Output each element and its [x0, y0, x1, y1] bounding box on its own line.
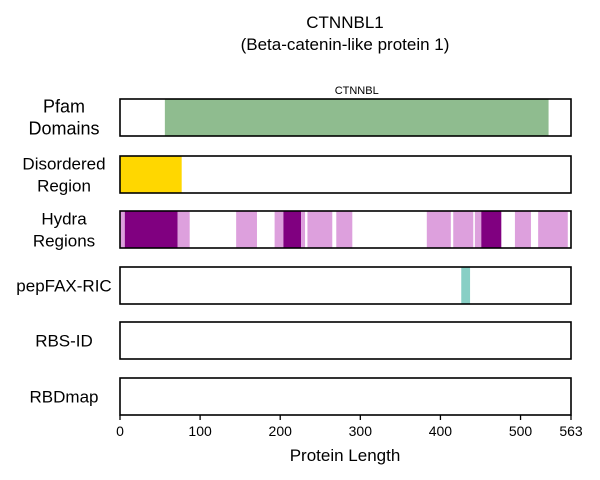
- track-label: Pfam: [43, 97, 85, 117]
- track-1: Disordered Region: [22, 155, 572, 196]
- segment: [164, 99, 549, 136]
- track-border: [119, 266, 572, 305]
- segment: [283, 211, 302, 248]
- x-tick-label: 100: [188, 423, 212, 439]
- track-background: [120, 322, 571, 359]
- domain-label: CTNNBL: [335, 85, 379, 97]
- chart-title: CTNNBL1: [306, 13, 383, 32]
- track-background: [120, 378, 571, 415]
- x-axis-label: Protein Length: [290, 446, 401, 465]
- track-label: Region: [37, 177, 91, 196]
- x-tick-label: 400: [429, 423, 453, 439]
- segment: [426, 211, 451, 248]
- x-tick-label: 200: [269, 423, 293, 439]
- track-5: RBDmap: [30, 377, 572, 416]
- segment: [301, 211, 306, 248]
- segment: [474, 211, 482, 248]
- track-label: RBDmap: [30, 388, 99, 407]
- track-background: [120, 156, 571, 193]
- track-label: Regions: [33, 232, 95, 251]
- track-label: Disordered: [22, 155, 105, 174]
- track-border: [119, 321, 572, 360]
- track-3: pepFAX-RIC: [16, 266, 572, 305]
- track-border: [119, 210, 572, 249]
- track-label: pepFAX-RIC: [16, 277, 111, 296]
- segment: [124, 211, 178, 248]
- track-4: RBS-ID: [35, 321, 572, 360]
- chart-subtitle: (Beta-catenin-like protein 1): [241, 35, 450, 54]
- track-background: [120, 267, 571, 304]
- track-label: Hydra: [41, 210, 87, 229]
- gridlines: [199, 99, 522, 415]
- x-tick-label: 0: [116, 423, 124, 439]
- segment: [538, 211, 568, 248]
- track-label: Domains: [28, 119, 99, 139]
- track-label: RBS-ID: [35, 332, 93, 351]
- segment: [336, 211, 353, 248]
- segment: [307, 211, 333, 248]
- x-tick-label: 500: [509, 423, 533, 439]
- track-border: [119, 155, 572, 194]
- segment: [481, 211, 502, 248]
- segment: [120, 211, 125, 248]
- x-tick-label: 300: [349, 423, 373, 439]
- x-tick-label: 563: [559, 423, 583, 439]
- x-axis: 0 100 200 300 400 500 563: [116, 415, 583, 439]
- track-border: [119, 98, 572, 137]
- segment: [453, 211, 474, 248]
- track-border: [119, 377, 572, 416]
- track-2: Hydra Regions: [33, 210, 572, 251]
- segment: [274, 211, 284, 248]
- segment: [461, 267, 471, 304]
- segment: [514, 211, 531, 248]
- segment: [120, 156, 182, 193]
- segment: [177, 211, 190, 248]
- segment: [236, 211, 257, 248]
